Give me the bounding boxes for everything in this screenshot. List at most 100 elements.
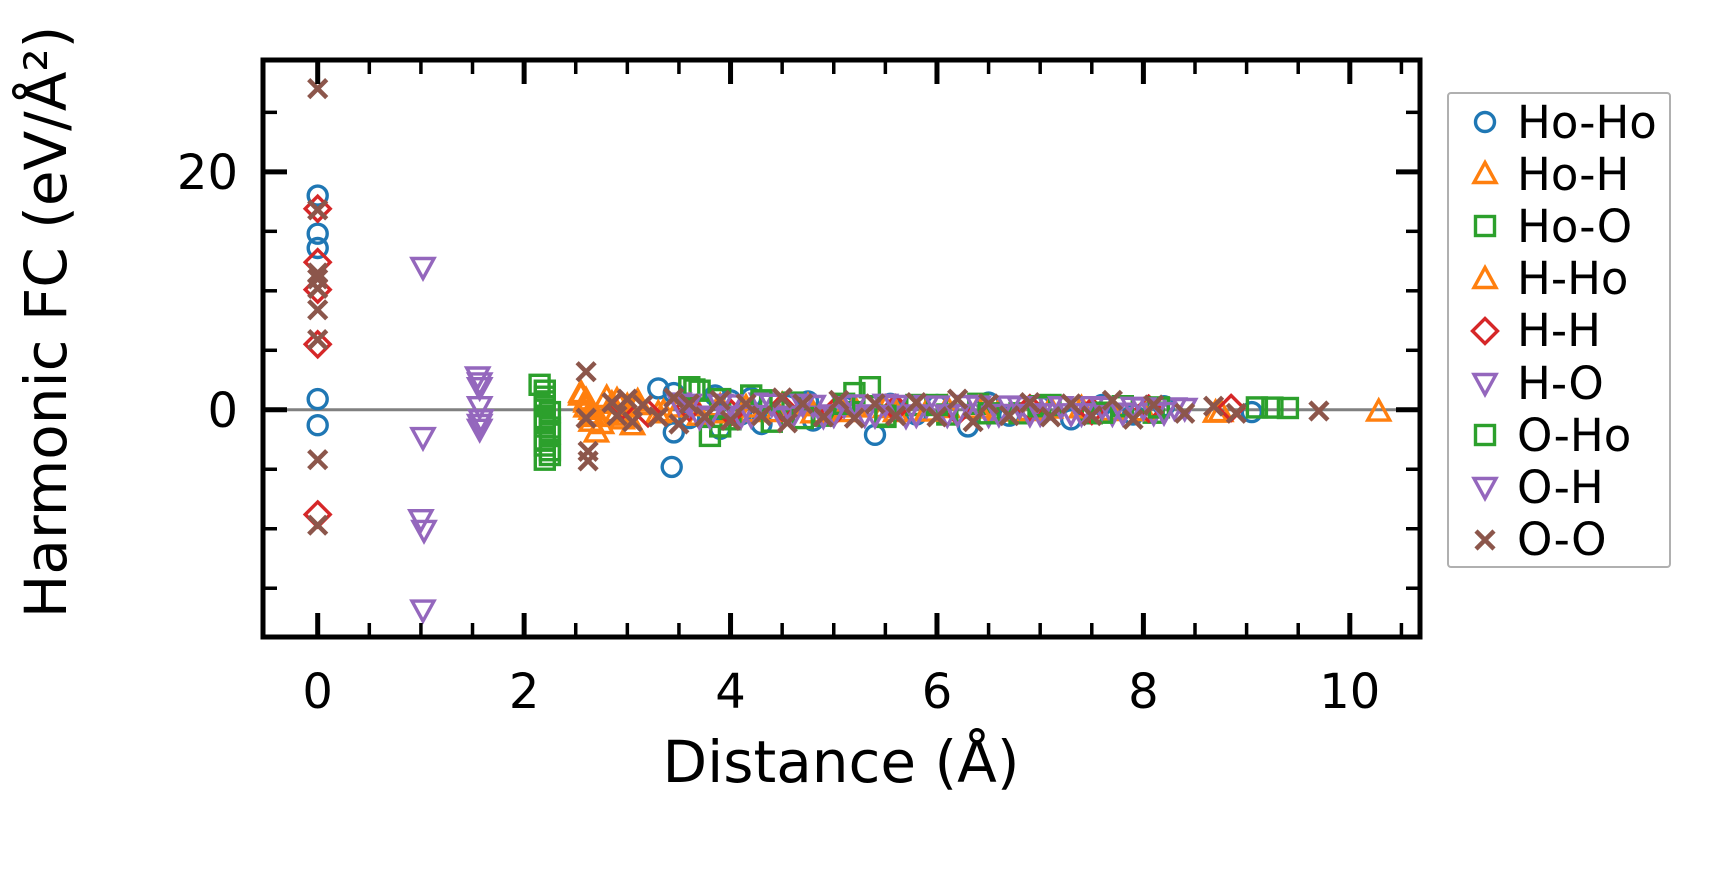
data-point [465, 413, 494, 440]
data-point [1276, 396, 1300, 420]
data-point [828, 389, 850, 411]
x-glyph [998, 405, 1020, 427]
x-glyph [1019, 392, 1041, 414]
triangle-up-legend-icon [1471, 263, 1499, 289]
triangle-up-glyph [1471, 159, 1499, 185]
x-glyph [776, 412, 798, 434]
x-glyph [885, 405, 907, 427]
x-glyph [647, 406, 669, 428]
data-point [577, 450, 599, 472]
legend-label: O-H [1517, 460, 1604, 514]
data-point [616, 388, 638, 410]
data-point [978, 393, 1000, 415]
data-point [1067, 403, 1096, 429]
data-point [1101, 389, 1123, 411]
data-point [1245, 396, 1269, 419]
x-glyph [978, 393, 1000, 415]
data-point [840, 394, 869, 420]
data-point [307, 299, 329, 321]
x-tick-label: 8 [1128, 664, 1159, 720]
square-glyph [533, 448, 556, 471]
legend-marker-glyph [1471, 477, 1499, 503]
data-point [306, 414, 329, 437]
legend-item-H-Ho: H-Ho [1449, 253, 1669, 305]
data-point [465, 377, 494, 403]
circle-legend-icon [1473, 110, 1497, 134]
x-glyph [307, 329, 329, 351]
data-point [409, 256, 437, 283]
x-tick-label: 10 [1319, 664, 1380, 720]
legend-label: H-O [1517, 356, 1604, 410]
triangle-down-glyph [465, 418, 494, 444]
legend-item-Ho-O: Ho-O [1449, 200, 1669, 252]
x-glyph [947, 388, 969, 410]
x-glyph [663, 387, 685, 409]
square-glyph [528, 373, 551, 396]
legend-item-O-Ho: O-Ho [1449, 409, 1669, 461]
x-glyph [621, 411, 644, 433]
x-glyph [771, 387, 793, 409]
x-glyph [668, 413, 690, 435]
data-point [923, 395, 951, 421]
data-point [709, 389, 731, 411]
x-glyph [905, 392, 927, 414]
data-point [528, 373, 551, 396]
circle-glyph [1473, 110, 1497, 134]
legend-label: O-Ho [1517, 408, 1632, 462]
x-glyph [307, 277, 329, 299]
circle-glyph [662, 421, 685, 444]
data-point [998, 405, 1020, 427]
data-point [1143, 394, 1165, 416]
circle-glyph [647, 377, 670, 400]
series-H-H [302, 193, 1247, 530]
x-glyph [1039, 406, 1062, 428]
triangle-up-glyph [1471, 263, 1499, 289]
legend: Ho-Ho Ho-H Ho-O H-Ho H-H H-O O-Ho O-H O-O [1447, 92, 1671, 568]
x-glyph [709, 389, 731, 411]
x-glyph [843, 407, 865, 429]
x-glyph [750, 405, 773, 427]
x-glyph [606, 405, 628, 427]
x-glyph [577, 450, 599, 472]
triangle-down-legend-icon [1471, 372, 1499, 399]
series-O-O [307, 78, 1330, 536]
data-point [306, 184, 329, 207]
series-Ho-Ho [306, 184, 1264, 479]
x-glyph [926, 406, 948, 428]
x-axis-label: Distance (Å) [662, 728, 1020, 796]
circle-glyph [660, 455, 683, 479]
legend-marker-glyph [1473, 215, 1497, 238]
legend-item-O-H: O-H [1449, 461, 1669, 513]
data-point [647, 406, 669, 428]
data-point [1122, 408, 1144, 430]
data-point [1081, 405, 1103, 427]
legend-label: Ho-O [1517, 199, 1633, 253]
diamond-legend-icon [1470, 315, 1500, 346]
data-point [1203, 395, 1225, 417]
data-point [409, 426, 437, 453]
data-point [306, 387, 329, 411]
data-point [410, 519, 438, 545]
data-point [792, 393, 814, 415]
data-point [947, 388, 969, 410]
data-point [538, 422, 562, 445]
x-glyph [828, 389, 850, 411]
triangle-down-glyph [985, 403, 1013, 429]
square-glyph [538, 443, 562, 467]
square-legend-icon [1473, 215, 1497, 238]
square-glyph [538, 422, 562, 445]
data-point [985, 403, 1013, 429]
x-glyph [307, 514, 329, 536]
data-point [307, 514, 329, 536]
legend-label: H-Ho [1517, 252, 1629, 306]
data-point [575, 407, 597, 429]
square-glyph [1276, 396, 1300, 420]
x-glyph [812, 406, 834, 428]
x-glyph [1225, 402, 1247, 424]
circle-glyph [306, 387, 329, 411]
triangle-down-glyph [465, 413, 494, 440]
data-point [306, 222, 329, 245]
data-point [905, 392, 927, 414]
data-point [632, 394, 654, 416]
triangle-up-legend-icon [1471, 159, 1499, 185]
